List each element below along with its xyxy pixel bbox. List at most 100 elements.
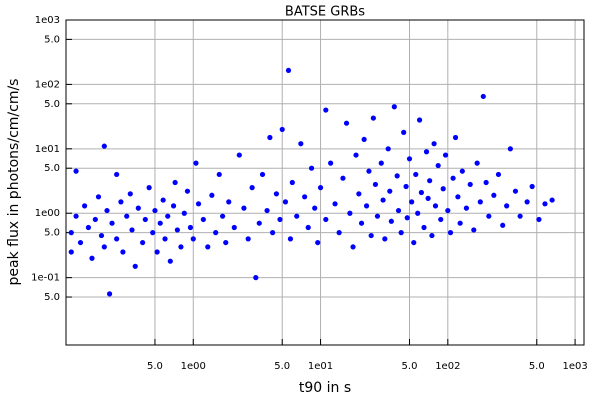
data-point xyxy=(317,185,324,191)
data-point xyxy=(92,216,98,223)
y-tick-label: 1e02 xyxy=(35,79,60,90)
data-point xyxy=(132,263,138,269)
data-point xyxy=(447,230,454,236)
data-point xyxy=(282,199,289,205)
data-point xyxy=(181,210,187,216)
data-point xyxy=(216,171,222,178)
data-point xyxy=(486,213,492,219)
data-point xyxy=(178,244,184,250)
data-point xyxy=(241,205,247,211)
data-point xyxy=(118,199,124,205)
x-tick-label: 1e01 xyxy=(308,361,333,372)
data-point xyxy=(273,191,280,197)
data-point xyxy=(432,203,439,209)
data-point xyxy=(127,191,133,197)
data-point xyxy=(323,107,329,113)
data-point xyxy=(394,173,400,179)
data-point xyxy=(542,201,548,207)
data-point xyxy=(491,192,497,198)
data-point xyxy=(415,210,421,216)
data-point xyxy=(416,117,423,123)
data-point xyxy=(477,199,483,205)
data-point xyxy=(190,236,196,242)
data-point xyxy=(98,232,105,239)
data-point xyxy=(193,160,199,166)
data-point xyxy=(480,93,486,100)
data-point xyxy=(160,197,166,203)
data-point xyxy=(73,213,79,219)
data-point xyxy=(269,230,276,236)
data-point xyxy=(109,220,115,226)
data-point xyxy=(425,195,431,201)
data-point xyxy=(209,192,215,198)
y-tick-label: 5.0 xyxy=(44,228,60,239)
data-point xyxy=(213,230,219,236)
data-point xyxy=(195,201,202,207)
data-point xyxy=(418,189,424,196)
data-point xyxy=(368,232,374,239)
data-point xyxy=(256,220,262,226)
data-point xyxy=(549,197,555,203)
data-point xyxy=(124,213,130,219)
data-point xyxy=(350,244,356,250)
data-point xyxy=(524,199,530,205)
y-tick-label: 5.0 xyxy=(44,34,60,45)
data-point xyxy=(154,249,160,255)
x-tick-label: 1e03 xyxy=(562,361,587,372)
data-point xyxy=(150,230,156,236)
data-point xyxy=(363,203,370,209)
data-point xyxy=(85,224,92,231)
data-point xyxy=(77,239,84,246)
data-point xyxy=(253,275,259,281)
data-point xyxy=(172,179,178,186)
data-point xyxy=(95,194,102,200)
data-point xyxy=(353,152,359,158)
data-point xyxy=(135,205,141,211)
data-point xyxy=(220,213,226,219)
data-point xyxy=(236,152,242,158)
data-point xyxy=(398,230,404,236)
data-point xyxy=(500,222,506,228)
data-point xyxy=(226,199,232,205)
data-point xyxy=(231,224,237,231)
data-point xyxy=(140,239,146,246)
data-point xyxy=(356,191,362,197)
data-point xyxy=(431,141,437,147)
data-point xyxy=(294,213,300,219)
data-point xyxy=(459,168,465,174)
data-point xyxy=(387,188,393,194)
data-point xyxy=(374,213,381,219)
data-point xyxy=(302,194,308,200)
data-point xyxy=(129,227,135,233)
data-point xyxy=(101,143,107,149)
y-tick-label: 1e01 xyxy=(35,144,60,155)
data-point xyxy=(427,178,433,184)
data-point xyxy=(184,188,191,194)
data-point xyxy=(457,220,463,226)
data-point xyxy=(423,149,430,155)
data-point xyxy=(259,171,266,178)
data-point xyxy=(264,207,270,214)
x-tick-label: 1e00 xyxy=(181,361,206,372)
data-point xyxy=(104,207,110,214)
data-point xyxy=(223,239,229,246)
x-tick-label: 1e02 xyxy=(435,361,460,372)
data-point xyxy=(287,236,294,242)
data-point xyxy=(343,120,350,126)
data-point xyxy=(298,141,304,147)
data-point xyxy=(305,224,311,231)
data-point xyxy=(89,255,95,261)
data-point xyxy=(401,129,407,135)
data-point xyxy=(162,236,168,242)
data-point xyxy=(471,227,477,233)
data-point xyxy=(463,205,470,211)
data-point xyxy=(406,156,413,162)
data-point xyxy=(336,230,342,236)
data-point xyxy=(347,210,353,216)
data-point xyxy=(81,203,88,209)
data-point xyxy=(504,203,510,209)
data-point xyxy=(114,236,120,242)
data-point xyxy=(157,220,163,226)
x-tick-label: 5.0 xyxy=(274,361,290,372)
